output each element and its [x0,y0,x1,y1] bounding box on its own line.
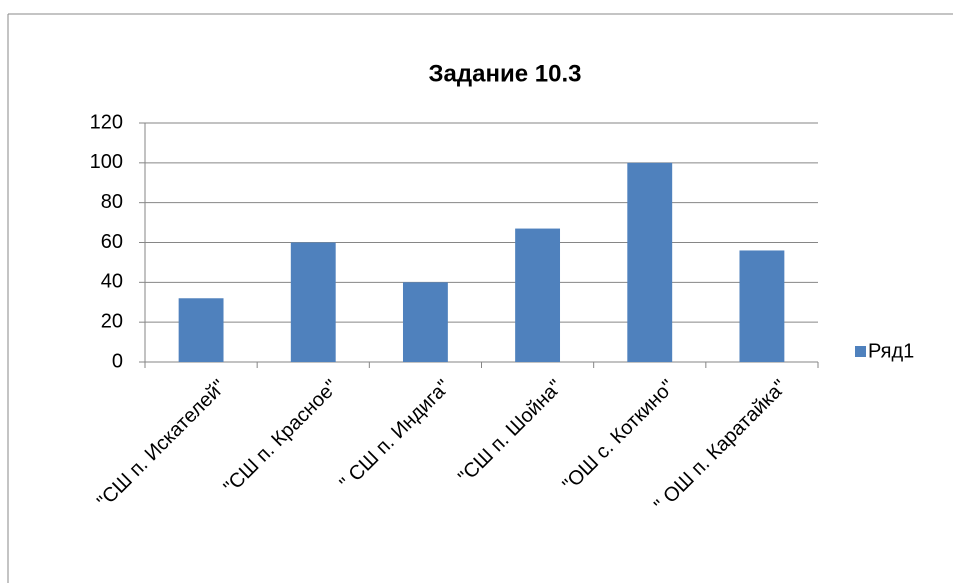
bar [178,298,224,362]
legend-label: Ряд1 [868,340,914,362]
bar [290,242,336,362]
x-tick-label: "СШ п. Красное" [220,376,343,499]
bar [402,282,448,362]
legend-swatch [855,346,866,357]
y-tick-label: 100 [90,151,123,173]
bar [739,250,785,362]
y-tick-label: 120 [90,111,123,133]
x-tick-label: "СШ п. Искателей" [93,376,230,513]
bar [627,162,673,362]
bar [515,228,561,362]
x-tick-label: "СШ п. Шойна" [454,376,567,489]
y-tick-label: 80 [101,191,123,213]
y-tick-label: 60 [101,231,123,253]
y-tick-label: 40 [101,271,123,293]
x-tick-label: "ОШ с. Коткино" [559,376,679,496]
x-tick-label: " СШ п. Индига" [336,376,455,495]
chart-title: Задание 10.3 [429,60,582,87]
y-tick-label: 0 [112,350,123,372]
y-tick-label: 20 [101,310,123,332]
